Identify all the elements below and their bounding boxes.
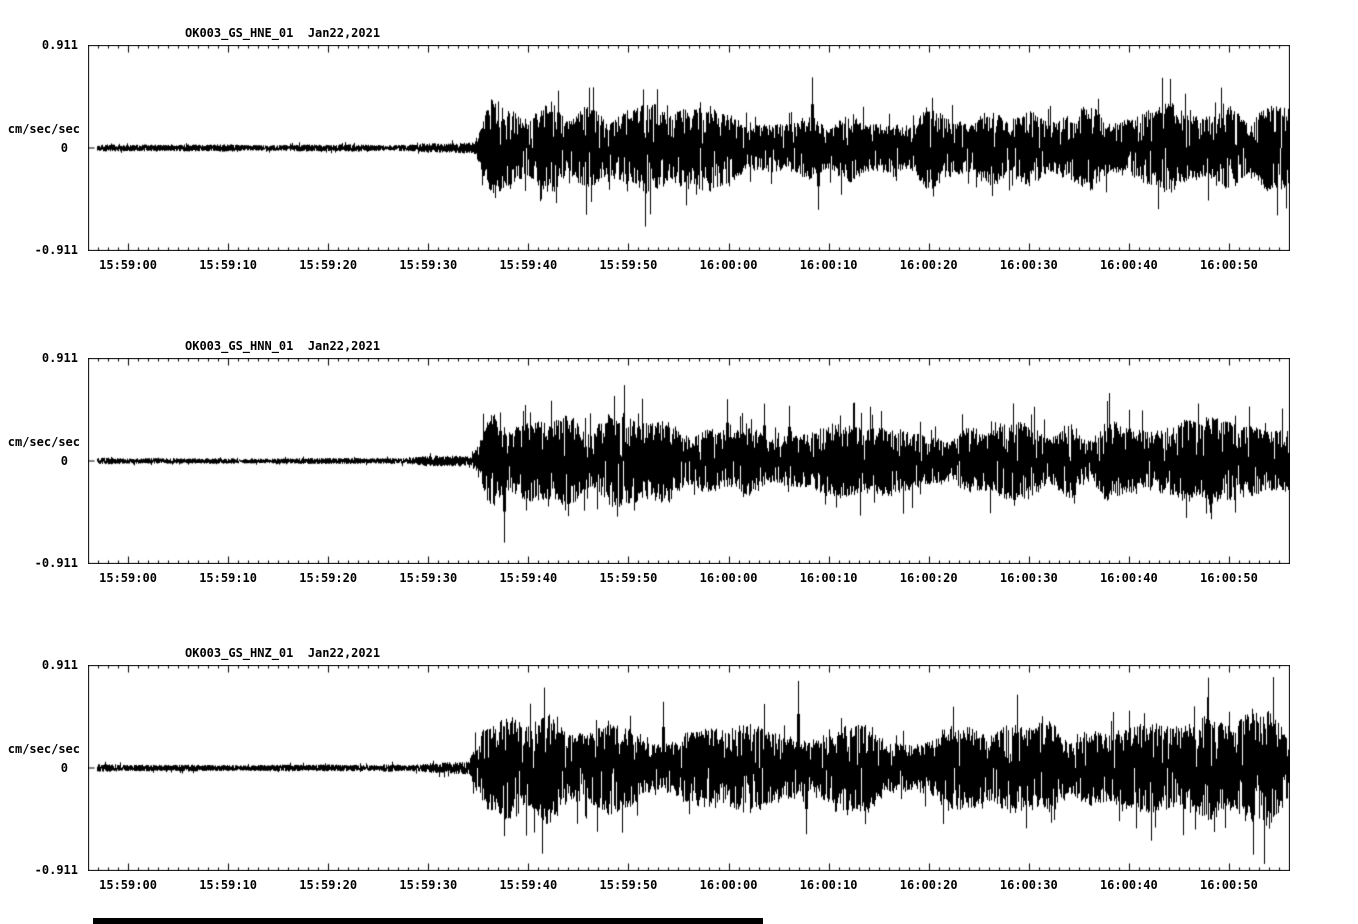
x-axis-labels: 15:59:00 15:59:10 15:59:20 15:59:30 15:59:40… bbox=[88, 571, 1290, 587]
x-tick-label: 16:00:10 bbox=[799, 258, 858, 272]
x-tick-label: 16:00:20 bbox=[899, 878, 958, 892]
trace-title: OK003_GS_HNZ_01 Jan22,2021 bbox=[185, 646, 381, 660]
x-tick-label: 15:59:40 bbox=[499, 258, 558, 272]
x-tick-label: 15:59:20 bbox=[299, 878, 358, 892]
x-tick-label: 16:00:10 bbox=[799, 878, 858, 892]
x-tick-label: 16:00:30 bbox=[999, 878, 1058, 892]
x-tick-label: 15:59:30 bbox=[399, 258, 458, 272]
x-tick-label: 15:59:00 bbox=[99, 878, 157, 892]
x-tick-label: 16:00:40 bbox=[1099, 571, 1158, 585]
y-axis-unit-label: cm/sec/sec bbox=[7, 122, 80, 136]
waveform-plot-canvas bbox=[88, 665, 1290, 871]
seismogram-panel-hne: OK003_GS_HNE_01 Jan22,2021 0.911 cm/sec/… bbox=[0, 26, 1358, 285]
trace-title: OK003_GS_HNN_01 Jan22,2021 bbox=[185, 339, 381, 353]
x-tick-label: 16:00:50 bbox=[1200, 571, 1258, 585]
x-tick-label: 16:00:30 bbox=[999, 258, 1058, 272]
x-tick-label: 15:59:00 bbox=[99, 571, 157, 585]
x-tick-label: 16:00:30 bbox=[999, 571, 1058, 585]
x-tick-label: 15:59:10 bbox=[199, 258, 258, 272]
x-tick-label: 15:59:50 bbox=[599, 258, 658, 272]
x-tick-label: 15:59:40 bbox=[499, 878, 558, 892]
x-tick-label: 16:00:00 bbox=[699, 258, 758, 272]
x-tick-label: 16:00:40 bbox=[1099, 258, 1158, 272]
x-tick-label: 15:59:10 bbox=[199, 878, 258, 892]
x-tick-label: 16:00:50 bbox=[1200, 258, 1258, 272]
x-tick-label: 15:59:40 bbox=[499, 571, 558, 585]
y-tick-label-max: 0.911 bbox=[41, 38, 78, 52]
x-tick-label: 15:59:00 bbox=[99, 258, 157, 272]
x-tick-label: 16:00:20 bbox=[899, 571, 958, 585]
x-tick-label: 16:00:40 bbox=[1099, 878, 1158, 892]
seismogram-panel-hnz: OK003_GS_HNZ_01 Jan22,2021 0.911 cm/sec/… bbox=[0, 646, 1358, 905]
y-axis-unit-label: cm/sec/sec bbox=[7, 742, 80, 756]
x-tick-label: 15:59:50 bbox=[599, 878, 658, 892]
y-tick-label-min: -0.911 bbox=[34, 863, 78, 877]
y-tick-label-zero: 0 bbox=[60, 141, 68, 155]
y-tick-label-min: -0.911 bbox=[34, 556, 78, 570]
x-tick-label: 15:59:20 bbox=[299, 258, 358, 272]
seismogram-panel-hnn: OK003_GS_HNN_01 Jan22,2021 0.911 cm/sec/… bbox=[0, 339, 1358, 598]
bottom-edge-bar bbox=[93, 918, 763, 924]
x-tick-label: 16:00:00 bbox=[699, 878, 758, 892]
x-axis-labels: 15:59:00 15:59:10 15:59:20 15:59:30 15:59:40… bbox=[88, 258, 1290, 274]
x-tick-label: 16:00:00 bbox=[699, 571, 758, 585]
waveform-plot-canvas bbox=[88, 45, 1290, 251]
x-tick-label: 15:59:50 bbox=[599, 571, 658, 585]
y-axis-unit-label: cm/sec/sec bbox=[7, 435, 80, 449]
y-tick-label-max: 0.911 bbox=[41, 658, 78, 672]
x-tick-label: 15:59:10 bbox=[199, 571, 258, 585]
x-tick-label: 16:00:10 bbox=[799, 571, 858, 585]
y-tick-label-zero: 0 bbox=[60, 761, 68, 775]
x-tick-label: 15:59:20 bbox=[299, 571, 358, 585]
waveform-plot-canvas bbox=[88, 358, 1290, 564]
x-axis-labels: 15:59:00 15:59:10 15:59:20 15:59:30 15:59:40… bbox=[88, 878, 1290, 894]
y-tick-label-max: 0.911 bbox=[41, 351, 78, 365]
x-tick-label: 16:00:50 bbox=[1200, 878, 1258, 892]
y-tick-label-min: -0.911 bbox=[34, 243, 78, 257]
trace-title: OK003_GS_HNE_01 Jan22,2021 bbox=[185, 26, 381, 40]
x-tick-label: 15:59:30 bbox=[399, 571, 458, 585]
x-tick-label: 15:59:30 bbox=[399, 878, 458, 892]
x-tick-label: 16:00:20 bbox=[899, 258, 958, 272]
y-tick-label-zero: 0 bbox=[60, 454, 68, 468]
